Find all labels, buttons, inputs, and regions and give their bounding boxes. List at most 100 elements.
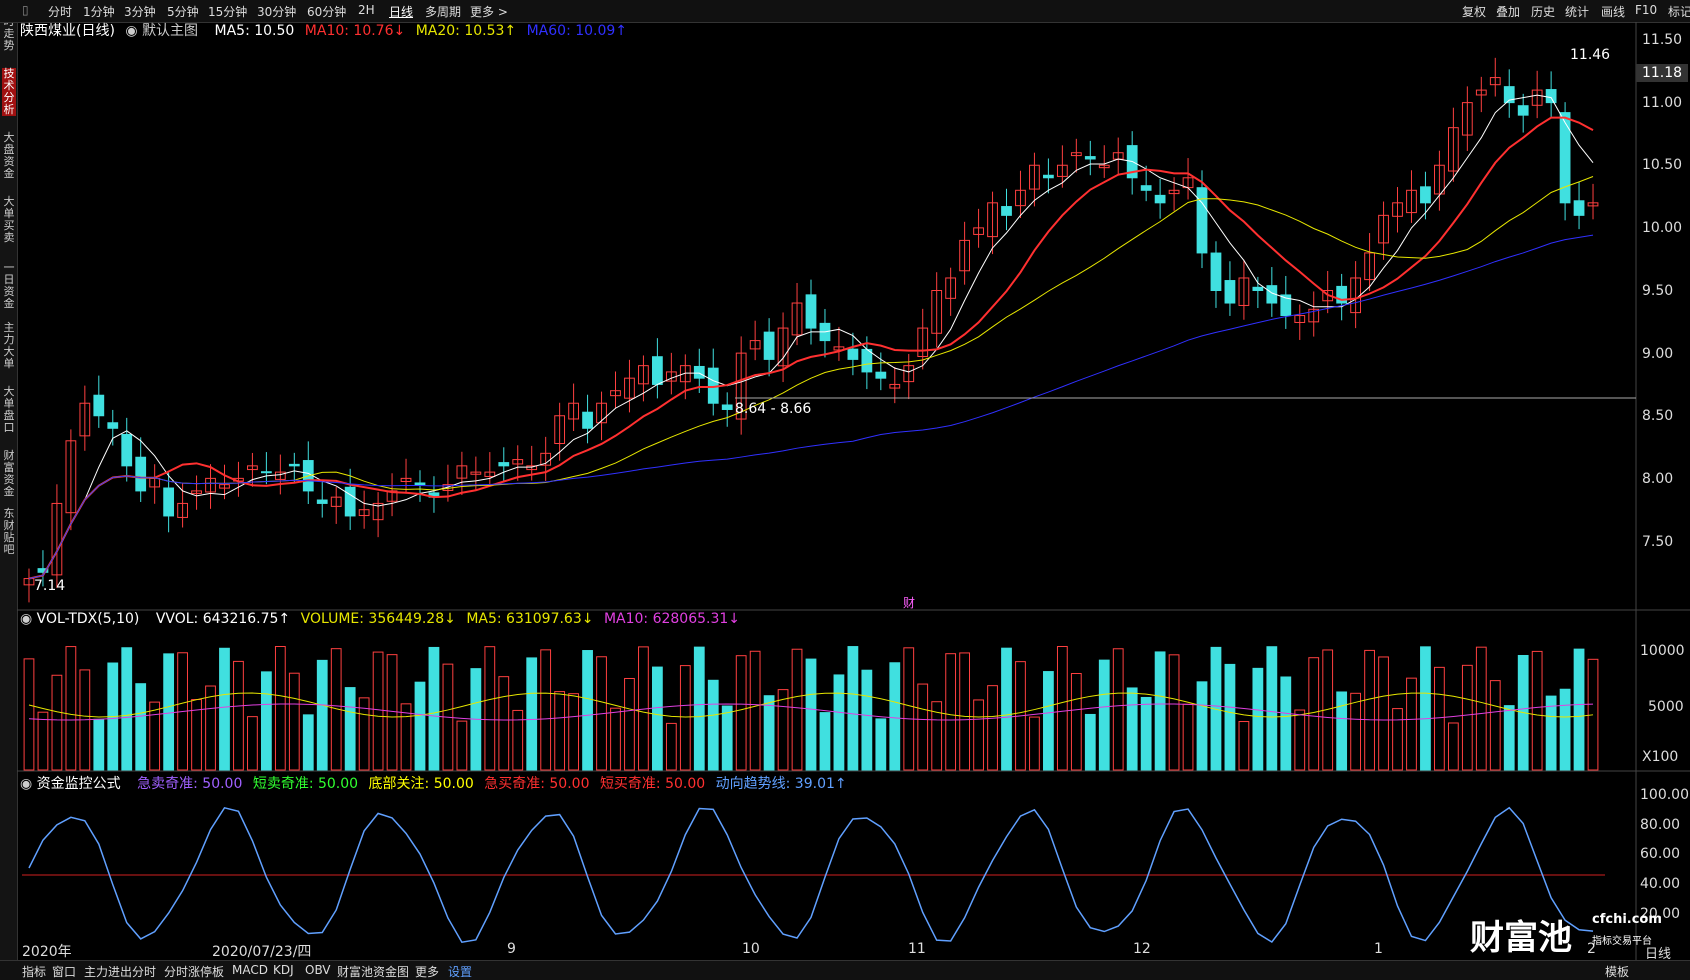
event-marker[interactable]: 财 bbox=[903, 596, 916, 610]
volume-bar bbox=[121, 647, 133, 771]
price-tick: 8.50 bbox=[1642, 408, 1674, 425]
period-tab[interactable]: 更多 > bbox=[470, 5, 508, 19]
date-label: 10 bbox=[742, 941, 760, 957]
volume-bar bbox=[330, 648, 342, 771]
period-tab[interactable]: 15分钟 bbox=[208, 5, 248, 19]
bottom-tab[interactable]: 窗口 bbox=[52, 965, 77, 979]
volume-bar bbox=[1280, 676, 1292, 771]
candle-body bbox=[805, 294, 817, 329]
toolbar-button[interactable]: F10 bbox=[1635, 3, 1658, 17]
candle-body bbox=[1475, 89, 1487, 96]
bottom-tab[interactable]: KDJ bbox=[273, 963, 294, 977]
period-tab[interactable]: 30分钟 bbox=[257, 5, 297, 19]
volume-bar bbox=[1350, 692, 1362, 771]
vol-ma10-value: MA10: 628065.31↓ bbox=[603, 611, 741, 627]
volume-bar bbox=[1406, 677, 1417, 771]
volume-bar bbox=[987, 685, 998, 771]
candle-body bbox=[1084, 156, 1096, 160]
candle-body bbox=[679, 365, 691, 383]
left-tab[interactable]: 东财贴吧 bbox=[3, 507, 15, 556]
vol-ma5-value: MA5: 631097.63↓ bbox=[466, 611, 594, 627]
template-button[interactable]: 模板 bbox=[1605, 965, 1630, 979]
toolbar-button[interactable]: 复权 bbox=[1462, 5, 1487, 19]
volume-selector[interactable]: ◉ VOL-TDX(5,10) bbox=[20, 611, 140, 627]
bottom-tab[interactable]: 指标 bbox=[22, 965, 47, 979]
candle-body bbox=[274, 471, 286, 480]
left-tab[interactable]: 大单盘口 bbox=[3, 385, 15, 434]
volume-bar bbox=[861, 669, 873, 771]
period-toolbar: ▯ 分时 1分钟 3分钟 5分钟 15分钟 30分钟 60分钟 2H 日线 多周期 更多 > 复权 叠加… bbox=[0, 0, 1690, 23]
volume-bar bbox=[400, 703, 412, 771]
volume-bar bbox=[1308, 657, 1320, 771]
period-tab[interactable]: 60分钟 bbox=[307, 5, 347, 19]
period-tab[interactable]: 日线 bbox=[389, 5, 414, 19]
candle-body bbox=[568, 402, 579, 420]
ma60-line bbox=[28, 234, 1594, 580]
price-tick: 9.00 bbox=[1642, 345, 1674, 362]
candle-body bbox=[400, 477, 412, 482]
volume-bar bbox=[931, 701, 943, 771]
template-selector[interactable]: ◉ 默认主图 bbox=[125, 23, 199, 39]
price-tick: 9.50 bbox=[1642, 282, 1674, 299]
candle-body bbox=[1056, 164, 1068, 177]
candle-body bbox=[1280, 294, 1292, 317]
period-tab[interactable]: 1分钟 bbox=[83, 5, 115, 19]
period-tab[interactable]: 分时 bbox=[48, 5, 73, 19]
toolbar-button[interactable]: 标记 bbox=[1668, 5, 1690, 19]
volume-bar bbox=[777, 689, 789, 771]
volume-bar bbox=[540, 649, 552, 771]
toolbar-button[interactable]: 叠加 bbox=[1496, 5, 1521, 19]
ma60-value: MA60: 10.09↑ bbox=[526, 23, 628, 39]
volume-bar bbox=[1168, 654, 1180, 771]
period-tab[interactable]: 3分钟 bbox=[124, 5, 156, 19]
menu-icon[interactable]: ▯ bbox=[22, 3, 29, 17]
candle-body bbox=[1001, 206, 1012, 216]
volume-bar bbox=[875, 718, 887, 771]
candle-body bbox=[959, 239, 970, 272]
bottom-tab[interactable]: 更多 bbox=[415, 965, 440, 979]
candle-body bbox=[1196, 187, 1208, 254]
period-tab[interactable]: 5分钟 bbox=[167, 5, 199, 19]
period-tab[interactable]: 多周期 bbox=[425, 5, 462, 19]
candle-body bbox=[1043, 174, 1054, 179]
bottom-tab[interactable]: OBV bbox=[305, 963, 331, 977]
volume-bar bbox=[791, 648, 803, 771]
volume-bar bbox=[1126, 687, 1138, 771]
volume-bar bbox=[1503, 705, 1515, 771]
volume-bar bbox=[1587, 658, 1599, 771]
toolbar-button[interactable]: 历史 bbox=[1531, 5, 1556, 19]
indicator-tick: 20.00 bbox=[1640, 905, 1681, 922]
left-tab[interactable]: 财富资金 bbox=[3, 449, 15, 498]
ma5-value: MA5: 10.50 bbox=[214, 23, 295, 39]
candle-body bbox=[1029, 164, 1040, 190]
toolbar-button[interactable]: 画线 bbox=[1601, 5, 1626, 19]
volume-bar bbox=[735, 655, 747, 771]
bottom-tab[interactable]: 主力进出分时 bbox=[84, 965, 157, 979]
candle-body bbox=[833, 346, 845, 351]
bottom-tab[interactable]: 设置 bbox=[448, 965, 473, 979]
indicator-selector[interactable]: ◉ 资金监控公式 bbox=[20, 776, 121, 792]
left-tab[interactable]: 技术分析 bbox=[2, 67, 16, 116]
toolbar-button[interactable]: 统计 bbox=[1565, 5, 1590, 19]
candle-body bbox=[987, 202, 998, 238]
candle-body bbox=[288, 463, 300, 467]
volume-bar bbox=[1266, 646, 1278, 771]
left-tab[interactable]: 大单买卖 bbox=[3, 195, 15, 244]
volume-bar bbox=[163, 653, 175, 771]
bottom-tab[interactable]: 分时涨停板 bbox=[164, 965, 225, 979]
candle-body bbox=[386, 490, 398, 502]
candle-body bbox=[861, 348, 873, 373]
volume-bar bbox=[805, 658, 817, 771]
volume-bar bbox=[721, 705, 733, 771]
period-tab[interactable]: 2H bbox=[358, 3, 375, 17]
indicator-tick: 40.00 bbox=[1640, 876, 1681, 893]
left-tab[interactable]: 一日资金 bbox=[3, 261, 15, 310]
left-tab[interactable]: 大盘资金 bbox=[3, 131, 15, 180]
bottom-tab[interactable]: 财富池资金图 bbox=[337, 965, 410, 979]
candle-body bbox=[260, 471, 272, 474]
left-tab[interactable]: 主力大单 bbox=[3, 321, 15, 370]
candle-body bbox=[498, 462, 510, 467]
volume-bar bbox=[51, 674, 63, 771]
bottom-tab[interactable]: MACD bbox=[232, 963, 268, 977]
